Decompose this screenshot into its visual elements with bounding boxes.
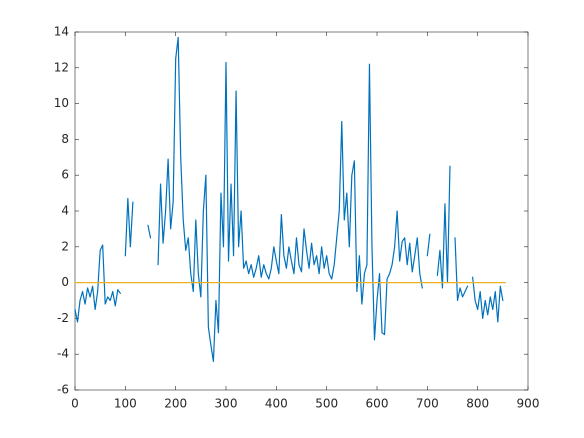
- data-line: [74, 36, 504, 362]
- y-tick-label: 12: [54, 60, 69, 74]
- y-tick-label: 14: [54, 25, 69, 39]
- x-tick-label: 800: [466, 397, 489, 411]
- y-tick-label: 4: [61, 204, 69, 218]
- x-tick-label: 0: [71, 397, 79, 411]
- y-tick-label: 8: [61, 132, 69, 146]
- y-tick-label: 10: [54, 96, 69, 110]
- y-tick-label: -6: [57, 383, 69, 397]
- x-tick-label: 200: [164, 397, 187, 411]
- y-tick-label: 6: [61, 168, 69, 182]
- y-tick-label: 0: [61, 275, 69, 289]
- x-tick-label: 300: [215, 397, 238, 411]
- axes-box: [74, 31, 529, 391]
- x-tick-label: 900: [517, 397, 540, 411]
- y-tick-label: 2: [61, 239, 69, 253]
- y-tick-label: -2: [57, 311, 69, 325]
- x-tick-label: 100: [114, 397, 137, 411]
- x-tick-label: 400: [265, 397, 288, 411]
- x-tick-label: 700: [416, 397, 439, 411]
- x-tick-label: 500: [315, 397, 338, 411]
- x-tick-label: 600: [366, 397, 389, 411]
- y-tick-label: -4: [57, 347, 69, 361]
